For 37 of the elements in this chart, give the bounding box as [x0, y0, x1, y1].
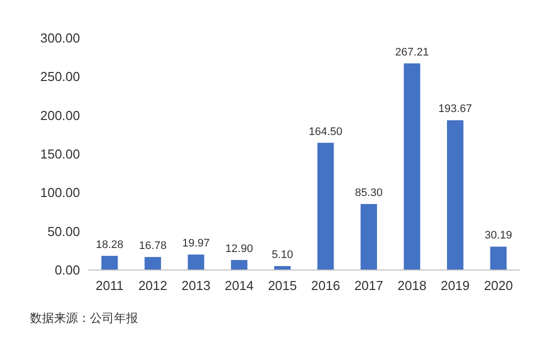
source-note: 数据来源：公司年报 — [30, 311, 138, 325]
data-label: 19.97 — [182, 238, 210, 250]
x-tick-label: 2017 — [354, 278, 384, 293]
data-label: 193.67 — [438, 103, 472, 116]
y-tick-label: 0.00 — [54, 262, 80, 278]
bar — [446, 120, 464, 270]
x-tick-label: 2012 — [138, 278, 168, 293]
y-tick-label: 150.00 — [40, 146, 80, 162]
data-label: 16.78 — [139, 240, 167, 252]
y-tick-label: 250.00 — [40, 69, 80, 84]
data-label: 267.21 — [395, 46, 429, 58]
data-label: 5.10 — [272, 249, 294, 262]
bar — [490, 246, 507, 270]
y-tick-label: 200.00 — [40, 108, 80, 123]
y-tick-label: 50.00 — [47, 224, 80, 239]
x-tick-label: 2013 — [182, 278, 210, 293]
data-label: 164.50 — [308, 126, 342, 138]
x-tick-label: 2015 — [268, 278, 297, 293]
bar — [404, 63, 420, 270]
bar — [144, 257, 162, 270]
x-tick-label: 2014 — [224, 278, 254, 293]
x-tick-label: 2020 — [484, 278, 513, 293]
x-tick-label: 2016 — [311, 278, 340, 293]
data-label: 12.90 — [225, 243, 253, 256]
x-tick-label: 2019 — [440, 278, 470, 293]
y-tick-label: 300.00 — [40, 30, 80, 46]
y-tick-label: 100.00 — [40, 185, 80, 200]
bar — [317, 142, 334, 270]
x-tick-label: 2018 — [398, 278, 426, 293]
bar — [230, 260, 248, 270]
data-label: 18.28 — [96, 238, 124, 251]
bar — [101, 256, 118, 270]
data-label: 30.19 — [484, 230, 512, 242]
data-label: 85.30 — [355, 187, 383, 200]
bar — [360, 204, 378, 270]
x-tick-label: 2011 — [96, 278, 124, 293]
bar — [188, 254, 204, 270]
